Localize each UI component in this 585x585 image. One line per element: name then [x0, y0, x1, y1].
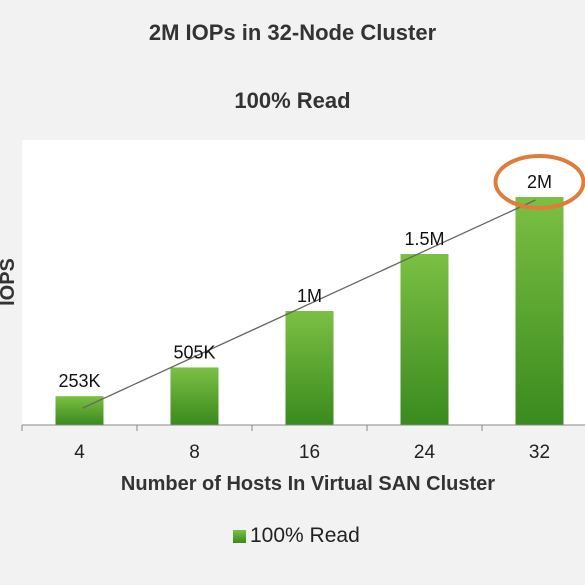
legend-swatch [233, 529, 246, 543]
x-tick-label-4: 4 [74, 442, 85, 463]
x-tick-label-8: 8 [189, 442, 200, 463]
bar-8 [170, 367, 219, 425]
y-axis-title: IOPS [0, 258, 19, 306]
x-tick-label-24: 24 [414, 442, 436, 463]
bar-4 [55, 396, 104, 425]
x-tick-label-32: 32 [529, 442, 550, 463]
data-label-4: 253K [58, 371, 100, 391]
x-axis-title: Number of Hosts In Virtual SAN Cluster [121, 473, 495, 495]
chart-subtitle: 100% Read [234, 88, 351, 113]
legend-label: 100% Read [250, 524, 360, 547]
bar-16 [285, 311, 334, 425]
data-label-32: 2M [527, 172, 552, 192]
bar-24 [400, 254, 449, 425]
chart-title: 2M IOPs in 32-Node Cluster [148, 20, 437, 45]
x-tick-label-16: 16 [299, 442, 320, 463]
trendline [82, 199, 536, 409]
data-label-24: 1.5M [404, 229, 444, 249]
data-label-16: 1M [297, 286, 322, 306]
legend: 100% Read [233, 524, 360, 548]
highlight-circle [493, 154, 585, 210]
data-label-8: 505K [173, 342, 215, 362]
bar-32 [515, 197, 564, 425]
